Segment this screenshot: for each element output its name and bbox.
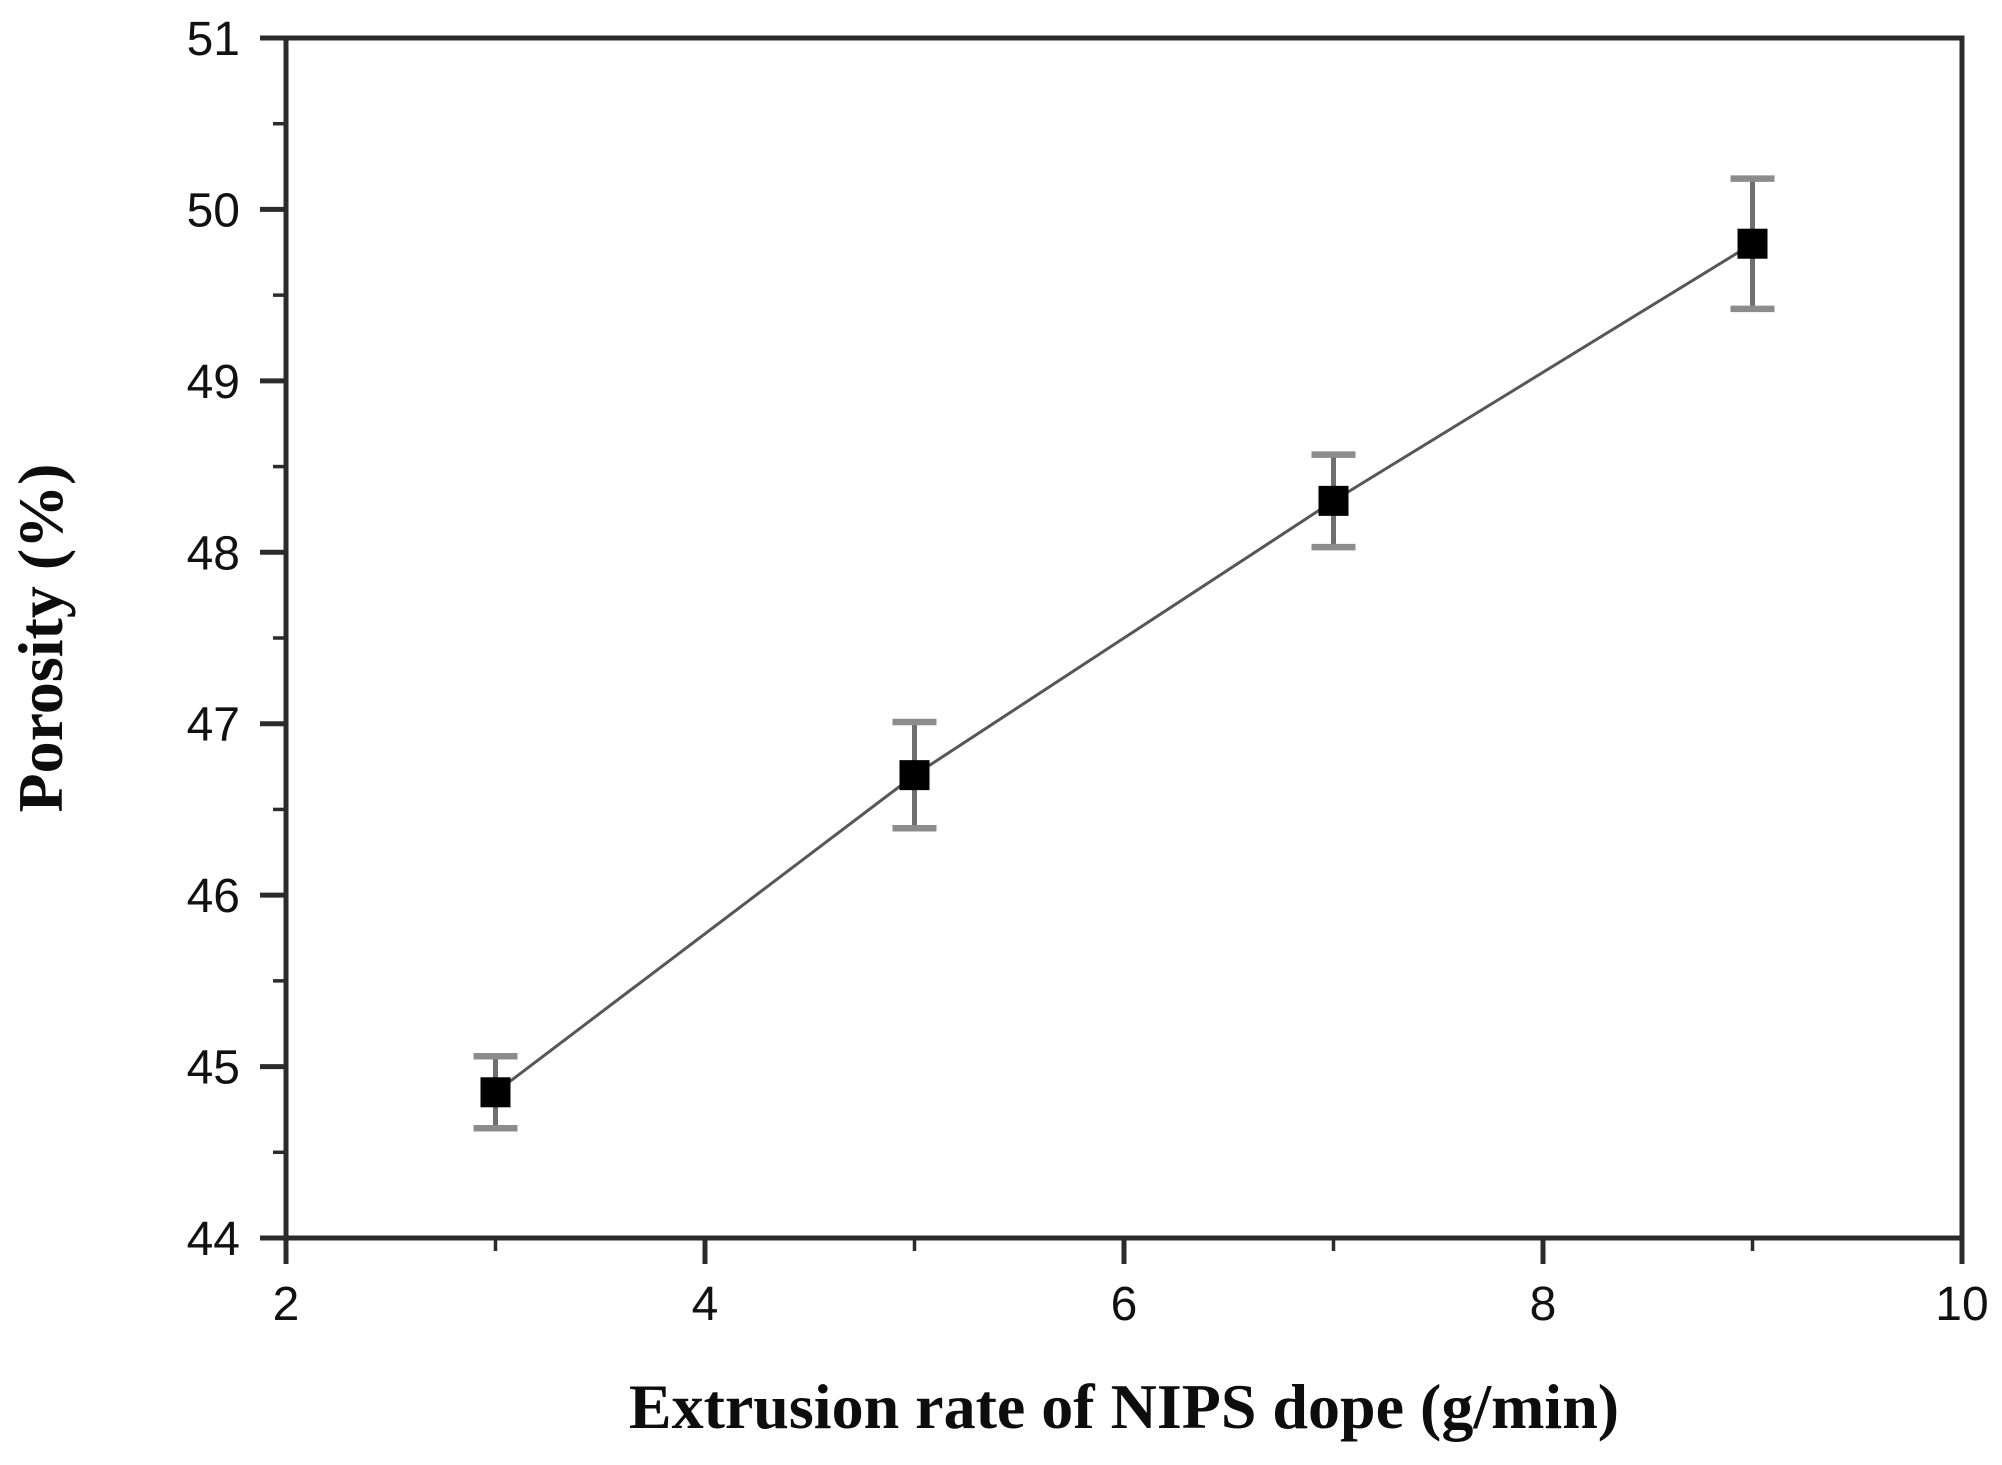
x-tick-label: 8 [1530, 1278, 1557, 1331]
y-tick-label: 47 [187, 699, 240, 752]
data-point-marker [1318, 485, 1349, 516]
x-tick-label: 10 [1935, 1278, 1988, 1331]
y-tick-label: 45 [187, 1042, 240, 1095]
data-point-marker [899, 760, 930, 791]
series-line [494, 242, 1754, 1094]
y-tick-label: 48 [187, 527, 240, 580]
y-tick-label: 51 [187, 13, 240, 66]
y-tick-label: 50 [187, 184, 240, 237]
y-tick-label: 44 [187, 1213, 240, 1266]
y-tick-label: 46 [187, 870, 240, 923]
x-tick-label: 2 [273, 1278, 300, 1331]
data-point-marker [1737, 228, 1768, 259]
series-layer [473, 175, 1775, 1132]
x-axis-title: Extrusion rate of NIPS dope (g/min) [629, 1371, 1619, 1442]
plot-frame [283, 35, 1965, 1241]
data-point-marker [480, 1077, 511, 1108]
y-tick-label: 49 [187, 356, 240, 409]
x-tick-label: 4 [692, 1278, 719, 1331]
y-axis-title: Porosity (%) [5, 464, 76, 813]
x-tick-label: 6 [1111, 1278, 1138, 1331]
